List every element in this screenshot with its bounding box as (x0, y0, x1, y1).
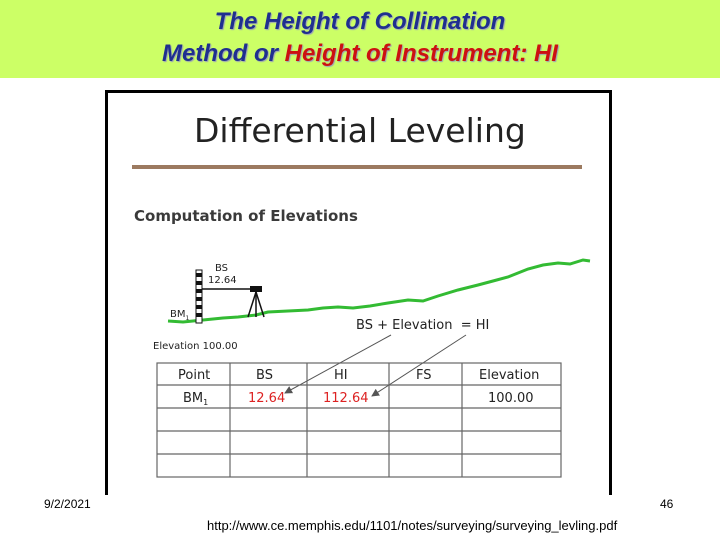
title-prefix: Method or (162, 40, 285, 67)
bs-value-label: 12.64 (208, 275, 237, 286)
slide-date: 9/2/2021 (44, 497, 91, 511)
table-header-bs: BS (256, 368, 273, 383)
arrow-to-hi (371, 334, 467, 397)
point-subscript: 1 (203, 398, 208, 407)
point-text: BM (183, 391, 203, 406)
computation-table (156, 362, 562, 478)
table-header-fs: FS (416, 368, 432, 383)
table-header-elevation: Elevation (479, 368, 539, 383)
figure-divider (132, 165, 582, 169)
slide-title-line2: Method or Height of Instrument: HI (0, 38, 720, 70)
table-cell-elevation: 100.00 (488, 391, 534, 406)
table-cell-hi: 112.64 (323, 391, 369, 406)
equation-text: BS + Elevation = HI (356, 318, 489, 333)
figure-subheading: Computation of Elevations (134, 207, 358, 225)
ground-line (167, 258, 591, 324)
title-highlight: Height of Instrument: HI (284, 40, 558, 67)
table-cell-point: BM1 (183, 391, 208, 407)
source-url: http://www.ce.memphis.edu/1101/notes/sur… (207, 518, 618, 533)
leveling-diagram: BS 12.64 BM1 Elevation 100.00 BS + Eleva… (153, 258, 591, 478)
arrow-to-bs (284, 334, 392, 394)
bm-label: BM1 (170, 309, 190, 322)
bm-text: BM (170, 309, 186, 320)
bs-label: BS (215, 263, 228, 274)
title-banner: The Height of Collimation Method or Heig… (0, 0, 720, 78)
table-header-point: Point (178, 368, 210, 383)
elevation-label: Elevation 100.00 (153, 341, 238, 352)
table-cell-bs: 12.64 (248, 391, 285, 406)
table-header-hi: HI (334, 368, 348, 383)
leveling-rod-icon (195, 269, 203, 324)
slide-title-line1: The Height of Collimation (214, 8, 506, 35)
level-instrument-icon (247, 286, 265, 318)
slide-page-number: 46 (660, 497, 674, 511)
figure-heading: Differential Leveling (194, 111, 526, 150)
bm-subscript: 1 (186, 315, 190, 322)
leveling-figure: Differential Leveling Computation of Ele… (105, 90, 612, 495)
